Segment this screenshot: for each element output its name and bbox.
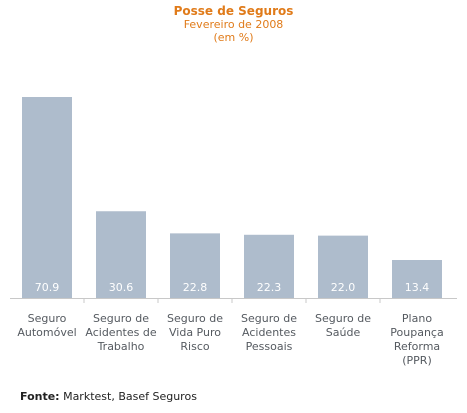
category-label-0: Seguro Automóvel bbox=[17, 312, 76, 339]
source-note: Fonte: Marktest, Basef Seguros bbox=[20, 390, 197, 403]
category-label-3: Seguro de Acidentes Pessoais bbox=[241, 312, 297, 353]
category-label-4: Seguro de Saúde bbox=[315, 312, 371, 339]
chart-subtitle: Fevereiro de 2008 bbox=[183, 18, 284, 31]
bar-3 bbox=[244, 234, 294, 298]
source-label: Fonte: bbox=[20, 390, 60, 403]
data-label-3: 22.3 bbox=[257, 281, 282, 294]
chart-title-block: Posse de Seguros Fevereiro de 2008 (em %… bbox=[0, 4, 467, 44]
data-label-5: 13.4 bbox=[405, 281, 430, 294]
bar-2 bbox=[170, 233, 220, 298]
chart-unit: (em %) bbox=[213, 31, 254, 44]
bar-5 bbox=[392, 260, 442, 298]
data-label-1: 30.6 bbox=[109, 281, 134, 294]
chart-title: Posse de Seguros bbox=[173, 4, 294, 18]
data-label-2: 22.8 bbox=[183, 281, 208, 294]
category-label-5: Plano Poupança Reforma (PPR) bbox=[390, 312, 443, 367]
bar-4 bbox=[318, 235, 368, 298]
bar-0 bbox=[22, 97, 72, 298]
source-text: Marktest, Basef Seguros bbox=[63, 390, 197, 403]
bar-1 bbox=[96, 211, 146, 298]
category-label-1: Seguro de Acidentes de Trabalho bbox=[85, 312, 156, 353]
category-label-2: Seguro de Vida Puro Risco bbox=[167, 312, 223, 353]
data-label-4: 22.0 bbox=[331, 281, 356, 294]
data-label-0: 70.9 bbox=[35, 281, 60, 294]
